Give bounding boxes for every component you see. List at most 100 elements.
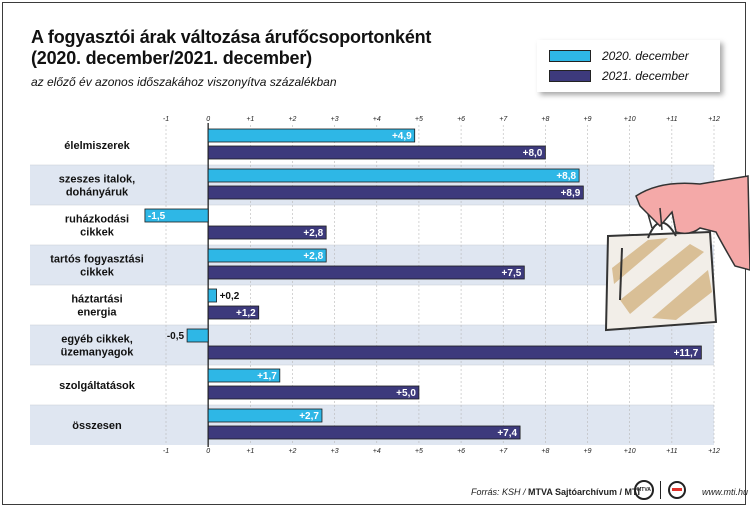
legend: 2020. december 2021. december xyxy=(537,40,720,92)
source-credit: Forrás: KSH / MTVA Sajtóarchívum / MTI xyxy=(471,487,640,497)
bar-2021 xyxy=(207,225,327,240)
data-label: +2,8 xyxy=(303,251,323,262)
x-tick-label-bottom: +1 xyxy=(246,448,254,455)
data-label: +4,9 xyxy=(392,131,412,142)
x-tick-label-bottom: +8 xyxy=(541,448,549,455)
data-label: +5,0 xyxy=(396,388,416,399)
source-strong: MTVA Sajtóarchívum / MTI xyxy=(527,487,640,497)
x-tick-label-bottom: +6 xyxy=(457,448,465,455)
bar-2021 xyxy=(207,305,260,320)
category-label: egyéb cikkek, xyxy=(61,334,133,346)
bar-2020 xyxy=(207,288,217,303)
x-tick-labels-bottom: -1 0 +1 +2 +3 +4 +5 +6 +7 +8 +9 +10 +11 +12 xyxy=(163,448,720,455)
x-tick-label-top: +4 xyxy=(373,116,381,123)
x-tick-label-bottom: +3 xyxy=(331,448,339,455)
bar-2021 xyxy=(207,265,525,280)
bar-2020 xyxy=(207,248,327,263)
shopping-bag-illustration xyxy=(604,175,750,332)
x-tick-label-bottom: +12 xyxy=(708,448,720,455)
x-tick-label-bottom: +2 xyxy=(288,448,296,455)
data-labels: +4,9 +8,0 +8,8 +8,9 -1,5 +2,8 +2,8 +7,5 +0,2 +1,2… xyxy=(148,131,699,439)
x-tick-label-bottom: +7 xyxy=(499,448,508,455)
category-label: szeszes italok, xyxy=(59,174,135,186)
x-tick-label-top: +9 xyxy=(584,116,592,123)
hand-icon xyxy=(635,175,750,271)
mti-logo-icon xyxy=(668,481,686,499)
legend-swatch-2020 xyxy=(549,50,591,62)
bag-stripe-icon xyxy=(612,238,668,284)
data-label: +2,8 xyxy=(303,228,323,239)
logo-divider xyxy=(660,481,661,499)
source-prefix: Forrás: KSH / xyxy=(470,487,528,497)
bag-stripe-icon xyxy=(620,244,704,314)
bar-2020 xyxy=(207,368,281,383)
category-label: összesen xyxy=(72,420,122,432)
x-tick-label-top: +10 xyxy=(624,116,636,123)
category-label: háztartási xyxy=(71,294,122,306)
bar-2020 xyxy=(207,168,580,183)
legend-swatch-2021 xyxy=(549,70,591,82)
chart-title: A fogyasztói árak változása árufőcsoport… xyxy=(31,27,432,68)
bar-2020 xyxy=(207,128,416,143)
category-labels: élelmiszerek szeszes italok,dohányáruk ruh… xyxy=(50,140,144,432)
category-label: cikkek xyxy=(80,267,115,279)
category-label: energia xyxy=(77,307,117,319)
data-label: +2,7 xyxy=(299,411,319,422)
bag-crease-icon xyxy=(619,247,623,301)
x-tick-label-bottom: +9 xyxy=(584,448,592,455)
x-tick-label-top: +6 xyxy=(457,116,465,123)
bar-2020 xyxy=(207,408,323,423)
data-label: +0,2 xyxy=(220,291,240,302)
x-tick-label-top: +1 xyxy=(246,116,254,123)
x-tick-label-bottom: 0 xyxy=(206,448,210,455)
x-tick-label-top: +11 xyxy=(666,116,677,123)
legend-label-2020: 2020. december xyxy=(602,49,689,63)
mtva-logo-icon: MTVA xyxy=(634,480,654,500)
category-label: szolgáltatások xyxy=(59,380,136,392)
x-tick-label-top: 0 xyxy=(206,116,210,123)
bar-2021 xyxy=(207,385,420,400)
category-label: tartós fogyasztási xyxy=(50,254,144,266)
bar-2020 xyxy=(144,208,209,223)
x-tick-label-bottom: +10 xyxy=(624,448,636,455)
x-tick-label-top: +12 xyxy=(708,116,720,123)
data-label: +11,7 xyxy=(674,348,699,359)
site-url: www.mti.hu xyxy=(702,487,749,497)
bar-2021 xyxy=(207,425,521,440)
category-label: cikkek xyxy=(80,227,115,239)
x-tick-label-top: +3 xyxy=(331,116,339,123)
x-tick-label-top: +2 xyxy=(288,116,296,123)
bars xyxy=(144,128,702,440)
legend-label-2021: 2021. december xyxy=(602,69,689,83)
data-label: -0,5 xyxy=(167,331,185,342)
bar-2021 xyxy=(207,185,584,200)
finger-line-icon xyxy=(647,207,677,233)
category-label: dohányáruk xyxy=(66,187,129,199)
data-label: -1,5 xyxy=(148,211,166,222)
x-tick-label-bottom: -1 xyxy=(163,448,169,455)
chart-subtitle: az előző év azonos időszakához viszonyít… xyxy=(31,75,337,89)
x-tick-label-bottom: +11 xyxy=(666,448,677,455)
bag-stripe-icon xyxy=(652,270,712,320)
x-tick-label-top: +5 xyxy=(415,116,423,123)
data-label: +8,8 xyxy=(556,171,576,182)
data-label: +1,2 xyxy=(236,308,256,319)
data-label: +7,5 xyxy=(502,268,522,279)
bar-2021 xyxy=(207,345,702,360)
x-tick-label-top: +8 xyxy=(541,116,549,123)
category-label: ruházkodási xyxy=(65,214,129,226)
bar-2021 xyxy=(207,145,546,160)
data-label: +1,7 xyxy=(257,371,277,382)
x-tick-label-bottom: +4 xyxy=(373,448,381,455)
x-tick-label-top: -1 xyxy=(163,116,169,123)
data-label: +7,4 xyxy=(497,428,517,439)
x-tick-labels-top: -1 0 +1 +2 +3 +4 +5 +6 +7 +8 +9 +10 +11 +12 xyxy=(163,116,720,123)
data-label: +8,9 xyxy=(561,188,581,199)
x-tick-label-bottom: +5 xyxy=(415,448,423,455)
bar-2020 xyxy=(186,328,209,343)
data-label: +8,0 xyxy=(523,148,543,159)
category-label: üzemanyagok xyxy=(61,347,135,359)
x-tick-label-top: +7 xyxy=(499,116,508,123)
category-label: élelmiszerek xyxy=(64,140,130,152)
